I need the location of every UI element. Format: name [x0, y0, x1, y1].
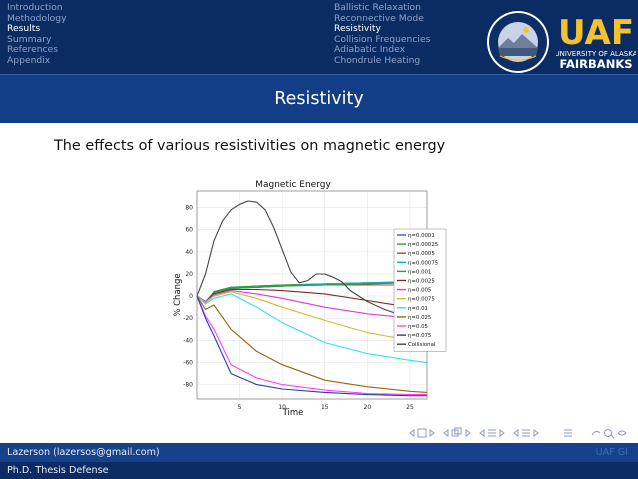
uaf-logo-letters: UAF	[558, 13, 634, 53]
chart-y-axis-label: % Change	[173, 273, 183, 316]
frame-prev-icon[interactable]	[409, 429, 415, 437]
footer-talk-title: Ph.D. Thesis Defense	[7, 465, 109, 476]
nav-subsection-collision-frequencies[interactable]: Collision Frequencies	[334, 33, 431, 45]
appendix-icon[interactable]	[564, 429, 572, 437]
chart-y-tick-label: 20	[185, 271, 193, 278]
chart-legend-label: η=0.00025	[408, 242, 438, 248]
chart-x-tick-label: 20	[364, 404, 372, 411]
forward-icon[interactable]	[617, 430, 627, 436]
chart-y-tick-label: 40	[185, 249, 193, 256]
chart-series-line	[196, 295, 427, 397]
uaf-logo: UAF UNIVERSITY OF ALASKA FAIRBANKS	[556, 13, 636, 71]
section-next-icon[interactable]	[499, 429, 505, 437]
document-icon[interactable]	[522, 429, 530, 437]
uaf-logo-line2: FAIRBANKS	[559, 57, 632, 71]
back-icon[interactable]	[591, 430, 601, 436]
frame-next-icon[interactable]	[429, 429, 435, 437]
nav-section-appendix[interactable]: Appendix	[7, 54, 51, 66]
nav-section-references[interactable]: References	[7, 44, 59, 56]
chart-y-tick-label: 0	[189, 293, 193, 300]
slide-title: Resistivity	[274, 89, 364, 109]
subsection-icon[interactable]	[454, 427, 462, 435]
chart-x-axis-label: Time	[282, 408, 304, 418]
chart-x-tick-label: 15	[321, 404, 329, 411]
chart-y-tick-label: -60	[183, 359, 193, 366]
footer-bottom-bar	[0, 462, 638, 479]
magnetic-energy-chart: Magnetic Energy Time % Change 5 10 15 20 25 8…	[173, 180, 447, 418]
chart-legend-label: η=0.05	[408, 324, 428, 330]
nav-section-introduction[interactable]: Introduction	[7, 2, 63, 13]
slide-subtitle: The effects of various resistivities on …	[54, 138, 446, 154]
chart-x-tick-label: 25	[406, 404, 414, 411]
subsection-prev-icon[interactable]	[443, 429, 449, 437]
uaf-logo-line1: UNIVERSITY OF ALASKA	[556, 50, 636, 58]
nav-subsection-chondrule-heating[interactable]: Chondrule Heating	[334, 54, 421, 66]
chart-legend-label: η=0.075	[408, 333, 431, 339]
geophysical-institute-seal	[487, 11, 549, 73]
chart-legend-label: η=0.0075	[408, 297, 435, 303]
frame-icon[interactable]	[417, 428, 427, 438]
footer-author: Lazerson (lazersos@gmail.com)	[7, 447, 160, 458]
chart-legend-label: η=0.0001	[408, 233, 435, 239]
subsection-nav: Ballistic Relaxation Reconnective Mode R…	[334, 2, 431, 67]
chart-y-tick-label: -20	[183, 315, 193, 322]
nav-subsection-resistivity[interactable]: Resistivity	[334, 23, 381, 35]
search-icon[interactable]	[604, 429, 612, 437]
chart-series-line	[196, 290, 428, 320]
nav-subsection-adiabatic-index[interactable]: Adiabatic Index	[334, 44, 406, 56]
chart-series-line	[196, 291, 428, 344]
chart-y-tick-label: 80	[185, 205, 193, 212]
document-prev-icon[interactable]	[513, 429, 519, 437]
footer-institute: UAF GI	[595, 447, 628, 458]
section-nav: Introduction Methodology Results Summary…	[7, 2, 67, 67]
nav-section-results[interactable]: Results	[7, 23, 41, 35]
title-band	[0, 74, 638, 123]
chart-legend-label: η=0.01	[408, 306, 428, 312]
footer-top-bar	[0, 443, 638, 462]
chart-series-line	[196, 295, 428, 393]
chart-legend-label: η=0.001	[408, 269, 431, 275]
chart-plot-area	[197, 191, 427, 399]
chart-legend-label: η=0.00075	[408, 260, 438, 266]
chart-legend-label: η=0.005	[408, 288, 431, 294]
chart-series-line	[196, 293, 428, 364]
section-prev-icon[interactable]	[479, 429, 485, 437]
nav-subsection-ballistic-relaxation[interactable]: Ballistic Relaxation	[334, 2, 421, 13]
chart-y-tick-label: -80	[183, 382, 193, 389]
chart-legend-label: Collisional	[408, 342, 435, 348]
nav-subsection-reconnective-mode[interactable]: Reconnective Mode	[334, 12, 424, 24]
chart-x-tick-label: 5	[238, 404, 242, 411]
section-icon[interactable]	[488, 429, 496, 437]
chart-title: Magnetic Energy	[255, 180, 331, 190]
chart-legend-label: η=0.0005	[408, 251, 435, 257]
chart-series-line	[196, 295, 427, 396]
chart-x-tick-label: 10	[278, 404, 286, 411]
subsection-next-icon[interactable]	[465, 429, 471, 437]
chart-y-tick-label: 60	[185, 227, 193, 234]
chart-series-line	[196, 200, 428, 324]
chart-y-tick-label: -40	[183, 337, 193, 344]
nav-section-summary[interactable]: Summary	[7, 33, 52, 45]
chart-legend-label: η=0.0025	[408, 279, 435, 285]
document-next-icon[interactable]	[533, 429, 539, 437]
beamer-navigation-symbols	[409, 427, 627, 439]
nav-section-methodology[interactable]: Methodology	[7, 12, 67, 24]
chart-legend-label: η=0.025	[408, 315, 431, 321]
